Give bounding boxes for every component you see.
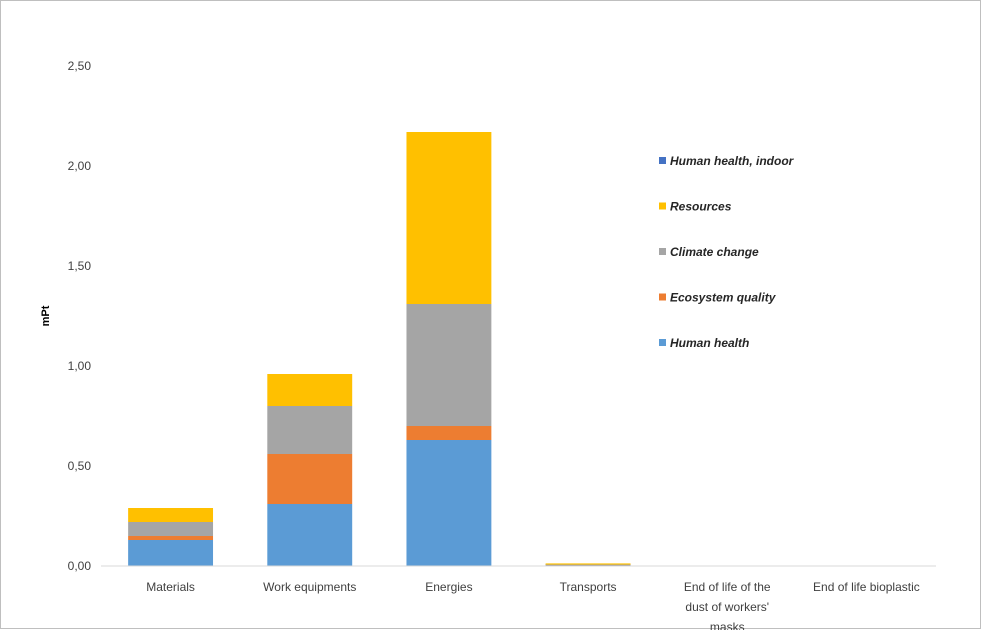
- legend-label: Human health: [670, 336, 749, 350]
- bar-segment: [128, 508, 214, 522]
- y-tick-label: 1,00: [68, 359, 92, 373]
- legend-label: Resources: [670, 200, 732, 214]
- legend-label: Human health, indoor: [670, 154, 795, 168]
- y-tick-label: 0,00: [68, 559, 92, 573]
- legend-swatch: [659, 202, 666, 210]
- bars: [128, 132, 631, 566]
- x-category-label: Energies: [425, 580, 472, 594]
- bar-segment: [406, 426, 492, 440]
- bar-segment: [406, 132, 492, 304]
- legend-swatch: [659, 157, 666, 164]
- y-tick-label: 2,00: [68, 159, 92, 173]
- y-tick-label: 1,50: [68, 259, 92, 273]
- legend-label: Climate change: [670, 245, 759, 259]
- x-category-label: End of life of the dust of workers' masks: [684, 580, 771, 630]
- y-axis-label: mPt: [40, 305, 52, 326]
- legend-label: Ecosystem quality: [670, 291, 777, 305]
- bar-segment: [267, 504, 353, 566]
- legend: Human health, indoor Resources Climate cha…: [659, 154, 795, 350]
- bar-segment: [128, 540, 214, 566]
- x-category-label: Transports: [560, 580, 617, 594]
- y-tick-label: 0,50: [68, 459, 92, 473]
- y-axis-ticks: 0,00 0,50 1,00 1,50 2,00 2,50: [68, 59, 92, 573]
- bar-segment: [128, 536, 214, 540]
- x-category-label: End of life bioplastic: [813, 580, 920, 594]
- bar-segment: [267, 374, 353, 406]
- bar-segment: [406, 440, 492, 566]
- bar-segment: [267, 454, 353, 504]
- x-category-label: Work equipments: [263, 580, 356, 594]
- x-axis-categories: Materials Work equipments Energies Transpor…: [146, 580, 920, 630]
- x-category-label: Materials: [146, 580, 195, 594]
- bar-segment: [545, 564, 631, 566]
- legend-swatch: [659, 248, 666, 255]
- bar-segment: [406, 304, 492, 426]
- legend-swatch: [659, 339, 666, 346]
- legend-swatch: [659, 293, 666, 301]
- bar-segment: [267, 406, 353, 454]
- bar-segment: [128, 522, 214, 536]
- bar-segment: [545, 563, 631, 565]
- y-tick-label: 2,50: [68, 59, 92, 73]
